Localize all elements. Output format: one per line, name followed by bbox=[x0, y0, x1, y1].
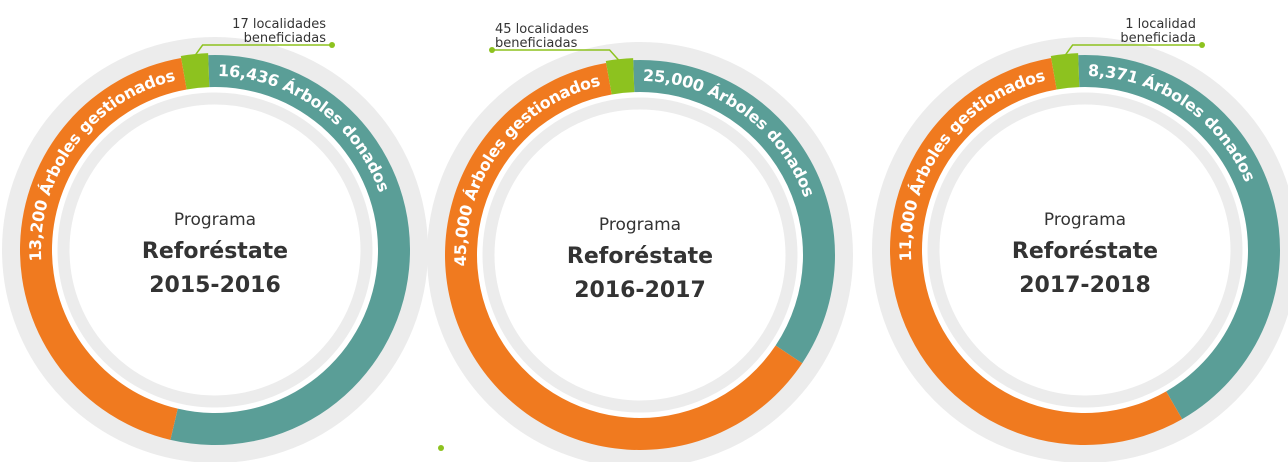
segment-gestionados bbox=[890, 57, 1183, 445]
leader-dot bbox=[489, 47, 495, 53]
title-line: Reforéstate bbox=[1012, 239, 1158, 264]
localidades-label: 45 localidades bbox=[495, 22, 589, 37]
title-line: Programa bbox=[599, 215, 681, 235]
localidades-label: 17 localidades bbox=[232, 17, 326, 32]
title-line: 2017-2018 bbox=[1019, 273, 1151, 298]
segment-donados bbox=[170, 55, 410, 445]
leader-dot bbox=[329, 42, 335, 48]
leader-line bbox=[1064, 44, 1202, 57]
leader-dot bbox=[1199, 42, 1205, 48]
ring-background bbox=[427, 42, 853, 462]
title-line: 2015-2016 bbox=[149, 273, 281, 298]
ring-background bbox=[57, 92, 373, 408]
localidades-label: beneficiadas bbox=[495, 36, 578, 51]
title-line: Reforéstate bbox=[567, 244, 713, 269]
segment-localidades bbox=[1050, 53, 1080, 90]
segment-gestionados bbox=[20, 57, 187, 440]
segment-donados bbox=[1078, 54, 1281, 420]
decor-dot bbox=[438, 445, 444, 451]
ring-background bbox=[872, 37, 1288, 462]
leader-line bbox=[492, 49, 621, 62]
localidades-label: beneficiada bbox=[1120, 31, 1196, 46]
segment-donados bbox=[633, 60, 836, 364]
ring-background bbox=[927, 92, 1243, 408]
title-line: Programa bbox=[1044, 210, 1126, 230]
title-line: Reforéstate bbox=[142, 239, 288, 264]
title-line: Programa bbox=[174, 210, 256, 230]
ring-background bbox=[482, 97, 798, 413]
leader-line bbox=[194, 44, 332, 57]
localidades-label: beneficiadas bbox=[244, 31, 327, 46]
ring-background bbox=[2, 37, 428, 462]
localidades-label: 1 localidad bbox=[1125, 17, 1196, 32]
segment-localidades bbox=[605, 58, 635, 95]
title-line: 2016-2017 bbox=[574, 278, 706, 303]
segment-localidades bbox=[180, 53, 210, 90]
